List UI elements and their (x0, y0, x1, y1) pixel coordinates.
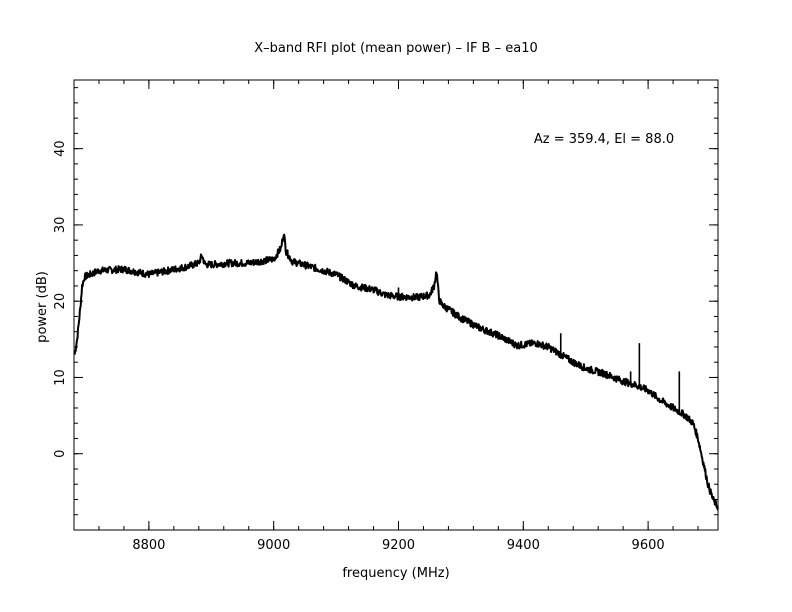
data-series (73, 233, 719, 511)
plot-frame-rect (73, 79, 719, 531)
x-tick-label: 9600 (632, 538, 665, 553)
plot-frame (73, 79, 719, 531)
x-tick-label: 9400 (507, 538, 540, 553)
series-line (73, 233, 719, 511)
y-tick-label: 40 (53, 140, 68, 157)
az-el-annotation: Az = 359.4, El = 88.0 (534, 132, 674, 147)
x-tick-label: 9000 (257, 538, 290, 553)
chart-title: X–band RFI plot (mean power) – IF B – ea… (254, 41, 538, 56)
y-axis-label: power (dB) (35, 271, 50, 343)
x-axis-label: frequency (MHz) (342, 566, 449, 581)
x-tick-label: 9200 (382, 538, 415, 553)
x-tick-label: 8800 (132, 538, 165, 553)
axis-ticks: 8800 9000 9200 9400 9600 0 10 20 30 40 (53, 80, 718, 553)
y-tick-label: 10 (53, 369, 68, 386)
y-tick-label: 20 (53, 293, 68, 310)
y-tick-label: 0 (53, 450, 68, 458)
y-tick-label: 30 (53, 217, 68, 234)
